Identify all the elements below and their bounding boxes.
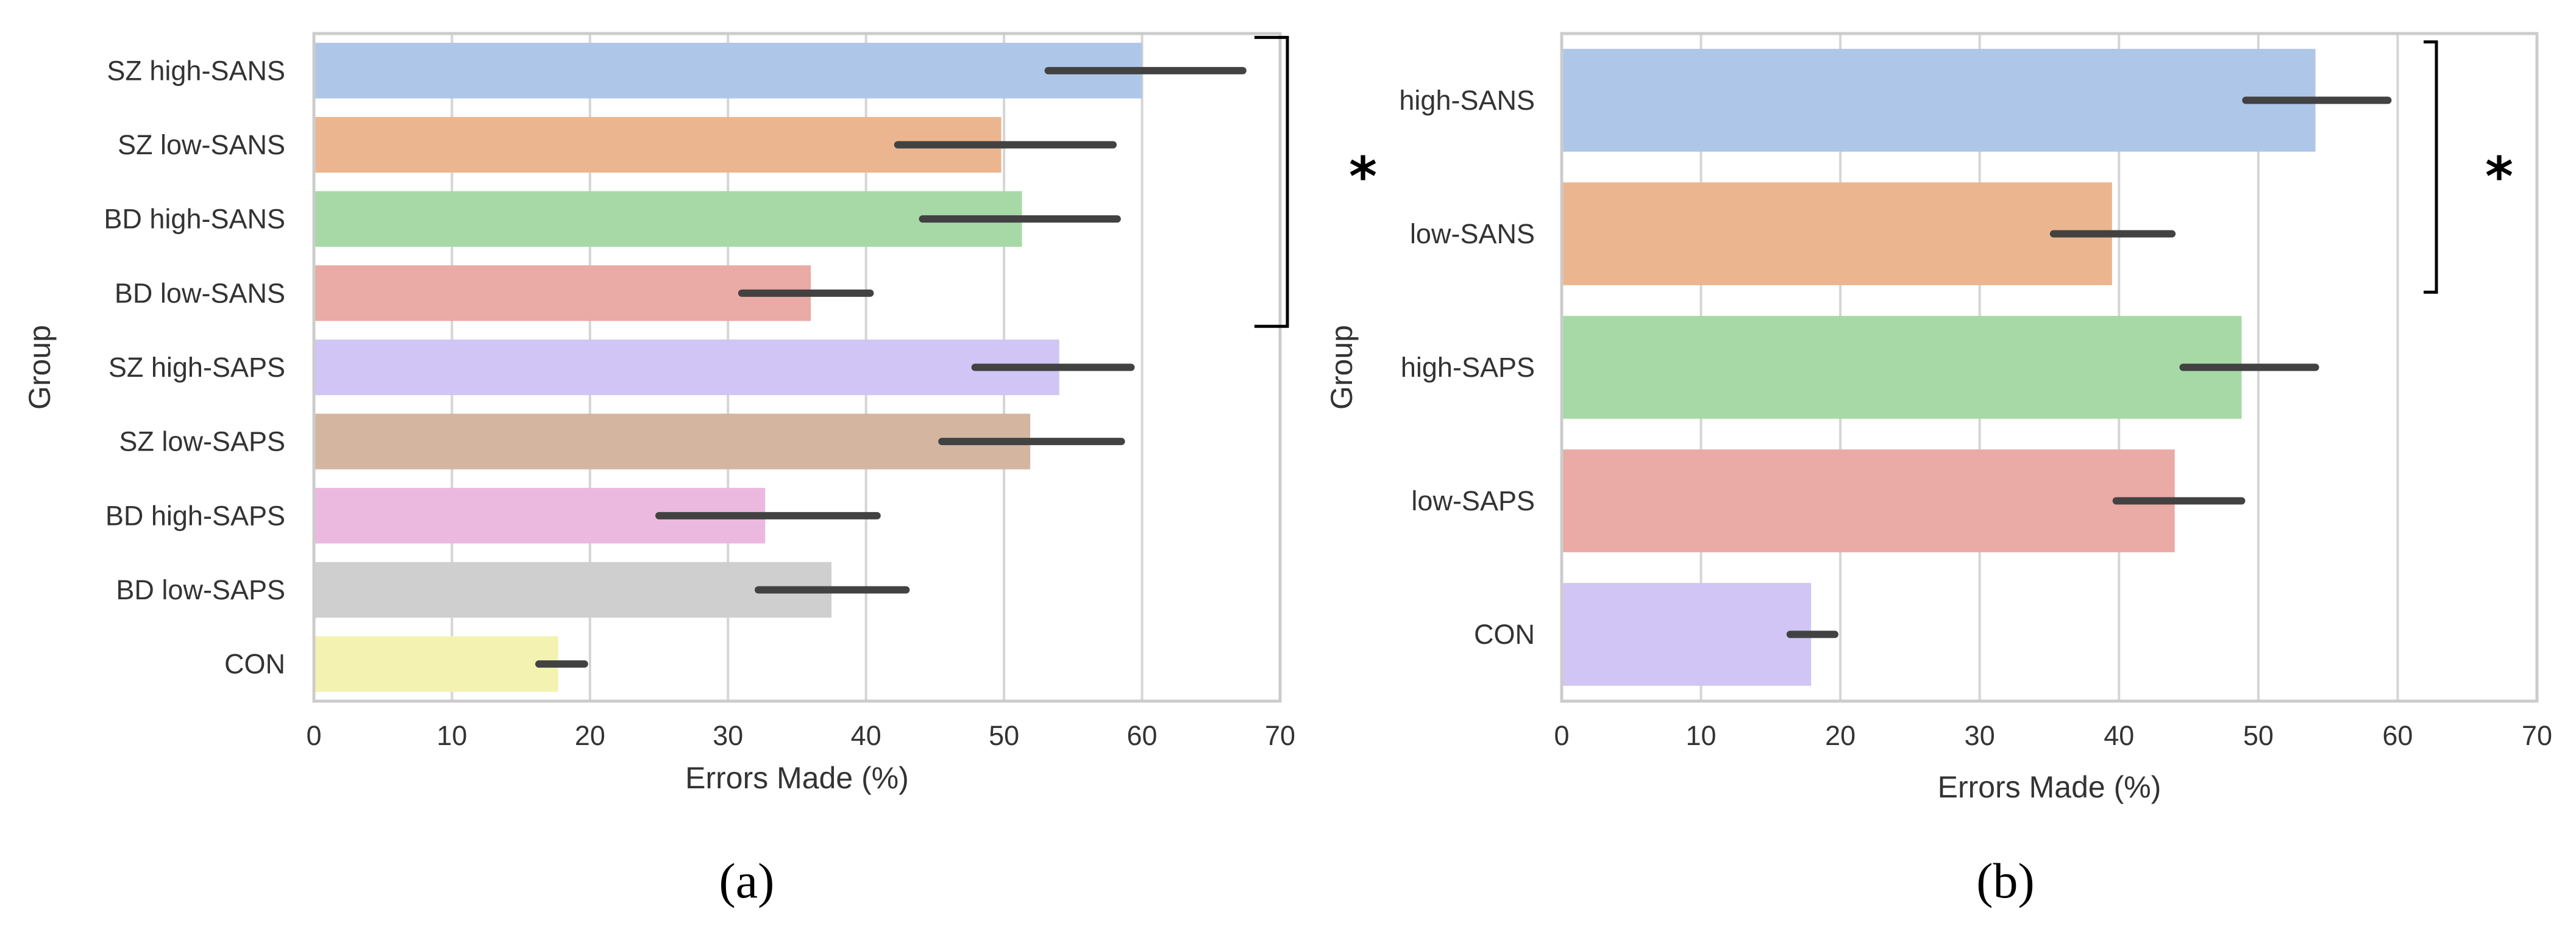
bar bbox=[314, 636, 558, 692]
significance-star: * bbox=[1349, 145, 1377, 208]
plot-frame bbox=[1560, 32, 2539, 703]
x-tick-label: 50 bbox=[2243, 720, 2274, 751]
y-tick-label: BD low-SAPS bbox=[116, 574, 285, 605]
x-tick-label: 60 bbox=[2382, 720, 2413, 751]
x-tick-label: 40 bbox=[2104, 720, 2134, 751]
panel-a-chart: SZ high-SANS SZ low-SANS BD high-SANS BD lo… bbox=[23, 32, 1377, 908]
y-axis-title: Group bbox=[1325, 325, 1359, 410]
significance-bracket bbox=[2424, 40, 2438, 294]
x-tick-label: 10 bbox=[1686, 720, 1717, 751]
x-tick-label: 50 bbox=[989, 720, 1019, 751]
y-tick-label: SZ low-SANS bbox=[118, 129, 285, 160]
x-tick-label: 70 bbox=[1265, 720, 1295, 751]
y-tick-label: CON bbox=[224, 649, 285, 680]
x-axis-title: Errors Made (%) bbox=[1938, 770, 2161, 804]
x-tick-label: 10 bbox=[436, 720, 467, 751]
bar bbox=[1562, 316, 2242, 419]
panel-b-chart: high-SANS low-SANS high-SAPS low-SAPS CON 0 10… bbox=[1325, 32, 2552, 908]
bar bbox=[314, 413, 1031, 469]
bar bbox=[314, 116, 1002, 173]
x-tick-label: 30 bbox=[1965, 720, 1995, 751]
bar bbox=[1562, 49, 2316, 152]
y-tick-label: low-SANS bbox=[1410, 218, 1535, 249]
x-tick-label: 70 bbox=[2522, 720, 2552, 751]
y-tick-label: SZ high-SANS bbox=[107, 55, 285, 86]
x-tick-label: 20 bbox=[1825, 720, 1856, 751]
y-tick-label: CON bbox=[1474, 619, 1535, 650]
y-tick-label: low-SAPS bbox=[1411, 485, 1535, 516]
x-tick-label: 30 bbox=[713, 720, 743, 751]
bar bbox=[1562, 182, 2112, 285]
x-axis-title: Errors Made (%) bbox=[685, 761, 909, 795]
y-tick-label: high-SANS bbox=[1399, 85, 1535, 116]
plot-frame bbox=[312, 32, 1282, 703]
x-tick-label: 20 bbox=[575, 720, 605, 751]
x-tick-label: 0 bbox=[306, 720, 321, 751]
bar bbox=[314, 339, 1059, 396]
y-tick-label: SZ high-SAPS bbox=[109, 352, 285, 383]
y-tick-label: SZ low-SAPS bbox=[119, 426, 285, 457]
significance-bracket bbox=[1254, 35, 1289, 328]
y-tick-label: BD high-SAPS bbox=[105, 500, 285, 531]
panel-caption: (a) bbox=[719, 853, 774, 908]
y-tick-label: BD high-SANS bbox=[104, 204, 285, 235]
x-tick-label: 0 bbox=[1554, 720, 1569, 751]
panel-caption: (b) bbox=[1976, 853, 2035, 908]
y-tick-label: BD low-SANS bbox=[115, 277, 285, 308]
bar bbox=[314, 265, 811, 321]
bar bbox=[314, 191, 1022, 247]
y-tick-label: high-SAPS bbox=[1401, 352, 1535, 383]
x-tick-label: 40 bbox=[851, 720, 881, 751]
bar bbox=[1562, 583, 1812, 686]
bar bbox=[314, 43, 1142, 99]
bar bbox=[314, 562, 832, 618]
significance-star: * bbox=[2485, 145, 2513, 208]
y-axis-title: Group bbox=[23, 325, 57, 410]
bar bbox=[1562, 449, 2175, 552]
x-tick-label: 60 bbox=[1127, 720, 1158, 751]
